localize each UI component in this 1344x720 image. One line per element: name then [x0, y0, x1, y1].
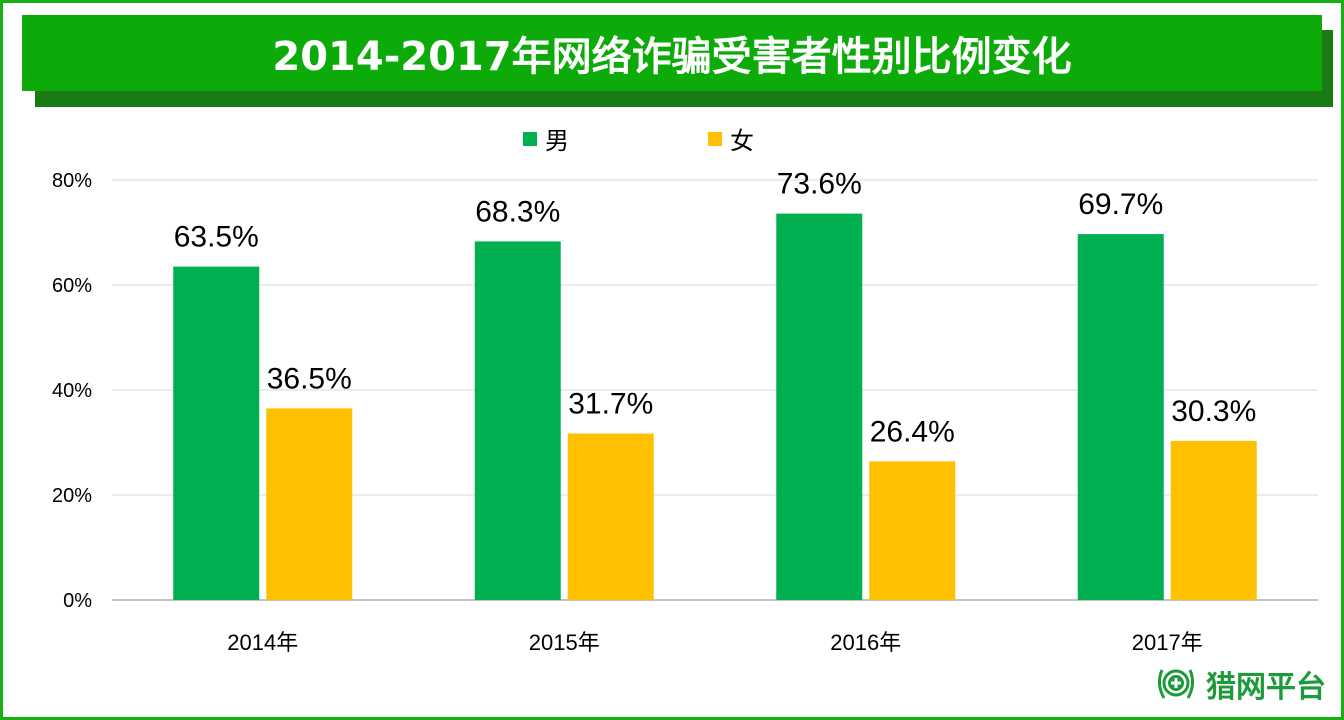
data-label: 69.7%: [1078, 188, 1163, 221]
logo-text: 猎网平台: [1206, 670, 1326, 705]
logo: 猎网平台: [1154, 662, 1326, 706]
x-tick-label: 2014年: [227, 630, 298, 655]
data-label: 26.4%: [870, 415, 955, 448]
bar-female: [567, 433, 654, 600]
legend-swatch: [523, 132, 537, 146]
y-tick-label: 20%: [52, 485, 92, 507]
data-label: 31.7%: [568, 388, 653, 421]
bar-female: [1170, 440, 1257, 600]
y-tick-label: 0%: [63, 590, 92, 612]
bar-male: [1077, 234, 1164, 600]
data-label: 68.3%: [475, 195, 560, 228]
logo-emblem-icon: [1157, 669, 1195, 699]
x-tick-label: 2015年: [529, 630, 600, 655]
data-label: 36.5%: [267, 362, 352, 395]
bar-female: [869, 461, 956, 600]
y-tick-label: 60%: [52, 275, 92, 297]
y-tick-label: 80%: [52, 170, 92, 192]
legend-swatch: [708, 132, 722, 146]
bar-female: [266, 408, 353, 600]
data-label: 73.6%: [777, 168, 862, 201]
legend-label: 男: [545, 127, 569, 155]
x-tick-label: 2016年: [830, 630, 901, 655]
bar-male: [776, 213, 863, 600]
legend-label: 女: [730, 127, 754, 155]
bar-male: [173, 266, 260, 600]
chart-title: 2014-2017年网络诈骗受害者性别比例变化: [22, 15, 1322, 91]
data-label: 30.3%: [1171, 395, 1256, 428]
bar-male: [474, 241, 561, 601]
data-label: 63.5%: [174, 221, 259, 254]
x-tick-label: 2017年: [1132, 630, 1203, 655]
y-tick-label: 40%: [52, 380, 92, 402]
